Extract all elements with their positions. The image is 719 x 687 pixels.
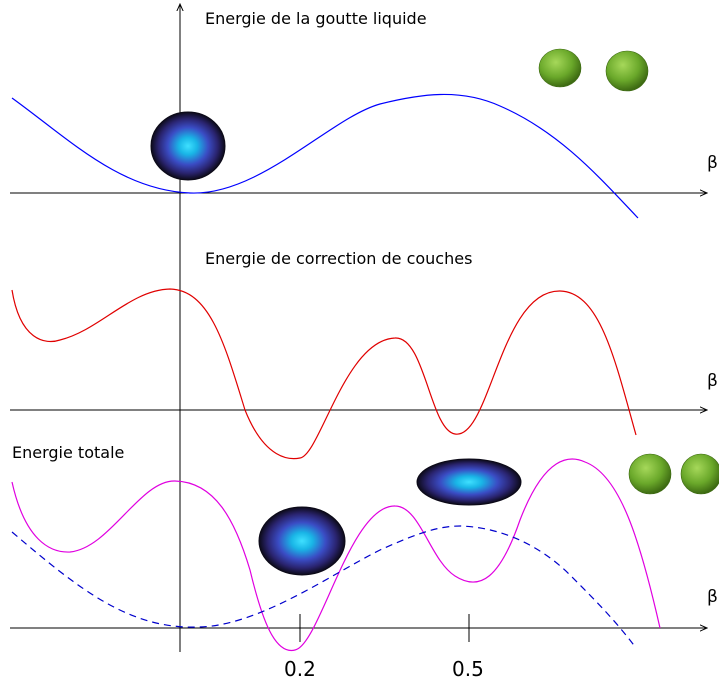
spherical-nucleus-icon xyxy=(258,506,346,576)
shell-correction-energy-curve xyxy=(11,288,637,460)
top-panel-title: Energie de la goutte liquide xyxy=(205,9,427,28)
beta-label-middle: β xyxy=(707,371,718,391)
fission-fragment-icon xyxy=(628,453,672,495)
spherical-nucleus-icon xyxy=(150,111,226,181)
bottom-panel-title: Energie totale xyxy=(12,443,124,462)
total-energy-curve xyxy=(11,458,661,651)
beta-label-top: β xyxy=(707,153,718,173)
fission-fragment-icon xyxy=(680,453,719,495)
liquid-drop-energy-curve xyxy=(11,93,639,219)
middle-panel-title: Energie de correction de couches xyxy=(205,249,472,268)
tick-label-0-5: 0.5 xyxy=(452,657,484,681)
deformed-nucleus-icon xyxy=(416,458,522,506)
tick-label-0-2: 0.2 xyxy=(284,657,316,681)
fission-fragment-icon xyxy=(605,50,649,92)
beta-label-bottom: β xyxy=(707,587,718,607)
liquid-drop-reference-curve xyxy=(11,525,637,649)
fission-fragment-icon xyxy=(538,48,582,88)
